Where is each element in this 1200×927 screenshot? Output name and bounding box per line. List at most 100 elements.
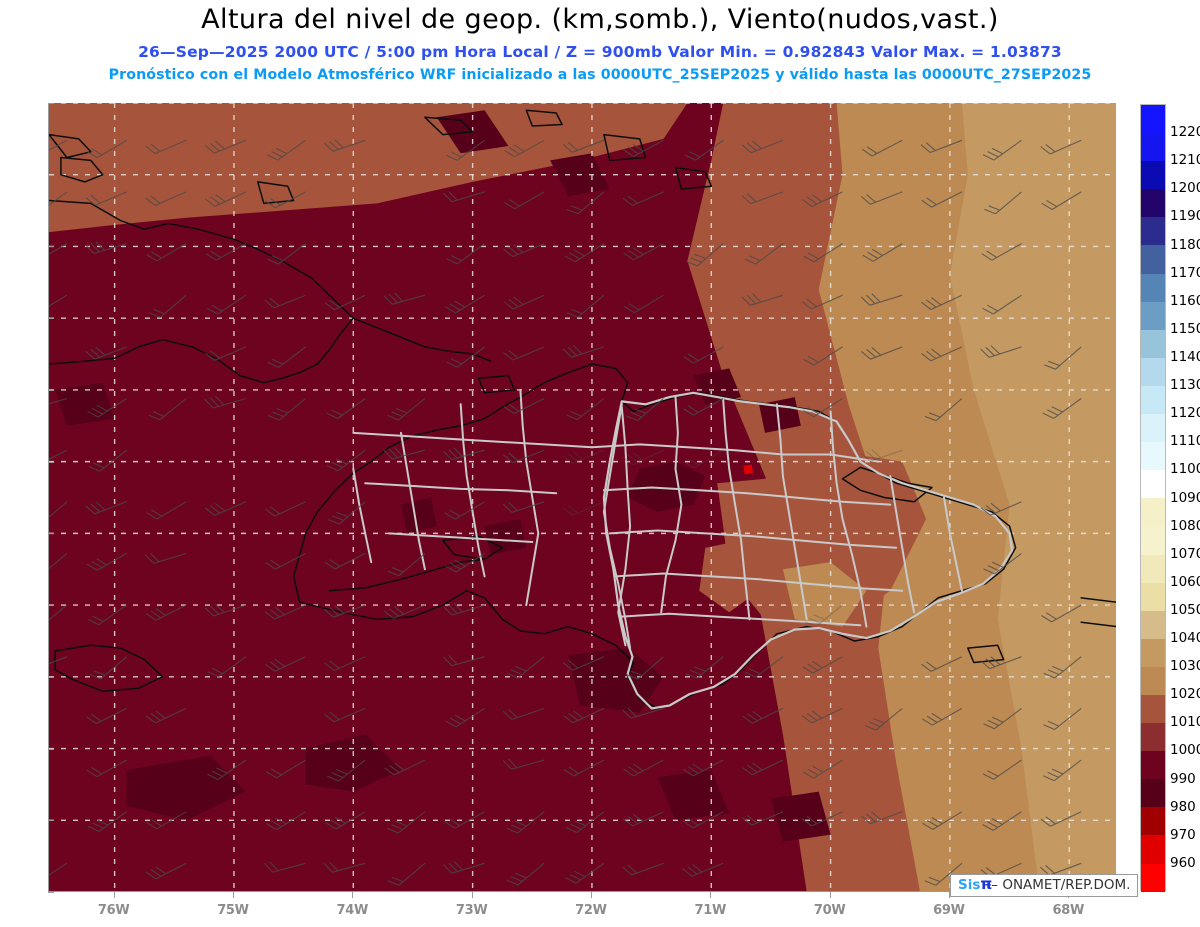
- longitude-tick-mark: [352, 892, 354, 898]
- wind-barb: [207, 656, 247, 678]
- colorbar-swatch[interactable]: [1141, 245, 1165, 274]
- map-plot-area[interactable]: [48, 103, 1116, 892]
- wind-barb: [384, 759, 426, 776]
- colorbar-swatch[interactable]: [1141, 105, 1165, 134]
- colorbar-swatch[interactable]: [1141, 189, 1165, 218]
- logo-separator: –: [991, 877, 999, 893]
- colorbar-swatch[interactable]: [1141, 442, 1165, 471]
- colorbar-swatch[interactable]: [1141, 470, 1165, 499]
- colorbar-swatch[interactable]: [1141, 273, 1165, 302]
- wind-barb: [443, 603, 485, 616]
- wind-barb: [49, 501, 68, 518]
- wind-barb: [205, 191, 247, 207]
- wind-barb: [87, 398, 127, 418]
- colorbar-tick-label: 1020: [1170, 686, 1200, 703]
- colorbar-swatch[interactable]: [1141, 301, 1165, 330]
- colorbar-swatch[interactable]: [1141, 554, 1165, 583]
- wind-barb: [563, 759, 605, 777]
- colorbar-tick-label: 980: [1170, 798, 1196, 815]
- province-border-16: [352, 467, 373, 564]
- colorbar-tick-label: 1030: [1170, 658, 1200, 675]
- coastline-saona: [967, 644, 1005, 664]
- colorbar-tick-label: 1160: [1170, 292, 1200, 309]
- wind-barb: [980, 345, 1022, 358]
- wind-barb: [443, 191, 485, 203]
- longitude-tick-mark: [710, 892, 712, 898]
- wind-barb: [801, 191, 843, 207]
- wind-barb: [982, 759, 1022, 780]
- colorbar-swatch[interactable]: [1141, 385, 1165, 415]
- colorbar-swatch[interactable]: [1141, 723, 1165, 752]
- colorbar-swatch[interactable]: [1141, 694, 1165, 724]
- colorbar-swatch[interactable]: [1141, 863, 1165, 892]
- wind-barb: [387, 398, 426, 421]
- field-patch-dr-central: [699, 540, 759, 613]
- longitude-tick-label: 68W: [1052, 903, 1085, 918]
- wind-barb: [49, 449, 68, 460]
- wind-barb: [983, 707, 1022, 730]
- colorbar-swatch[interactable]: [1141, 526, 1165, 555]
- wind-barb: [741, 139, 784, 154]
- wind-barb: [264, 501, 306, 517]
- wind-barb: [86, 707, 127, 725]
- wind-barb: [861, 811, 903, 825]
- wind-barb: [443, 447, 485, 461]
- colorbar-swatch[interactable]: [1141, 835, 1165, 864]
- field-patch-dr-south: [782, 562, 867, 627]
- wind-barb: [264, 861, 306, 873]
- colorbar-tick-label: 1000: [1170, 742, 1200, 759]
- wind-barb: [49, 243, 68, 255]
- colorbar-tick-label: 960: [1170, 854, 1196, 871]
- wind-barb: [324, 552, 366, 570]
- latitude-tick-mark: [48, 174, 54, 176]
- wind-barb: [742, 707, 784, 724]
- colorbar-swatch[interactable]: [1141, 638, 1165, 667]
- wind-barb: [502, 707, 545, 721]
- colorbar-swatch[interactable]: [1141, 414, 1165, 443]
- coastline-cuba-island-2: [49, 133, 92, 159]
- wind-barb: [205, 243, 247, 261]
- wind-barb: [921, 294, 963, 310]
- longitude-tick-mark: [590, 892, 592, 898]
- wind-barb: [324, 707, 366, 723]
- colorbar-swatch[interactable]: [1141, 666, 1165, 695]
- wind-barb: [49, 397, 68, 405]
- colorbar-swatch[interactable]: [1141, 217, 1165, 246]
- longitude-tick-label: 74W: [336, 903, 369, 918]
- wind-barb: [626, 398, 664, 421]
- wind-barb: [443, 861, 485, 874]
- colorbar-swatch[interactable]: [1141, 582, 1165, 611]
- field-core-low-1: [627, 461, 706, 512]
- colorbar-swatch[interactable]: [1141, 161, 1165, 190]
- colorbar-swatch[interactable]: [1141, 498, 1165, 527]
- colorbar-swatch[interactable]: [1141, 807, 1165, 836]
- colorbar-swatch[interactable]: [1141, 610, 1165, 639]
- longitude-tick-label: 69W: [933, 903, 965, 918]
- wind-barb: [88, 449, 127, 472]
- wind-barb: [861, 139, 903, 157]
- colorbar-tick-label: 1080: [1170, 517, 1200, 534]
- wind-barb: [804, 604, 843, 627]
- field-core-low-13: [401, 497, 437, 534]
- chart-header: Altura del nivel de geop. (km,somb.), Vi…: [0, 0, 1200, 95]
- colorbar-swatch[interactable]: [1141, 779, 1165, 808]
- wind-barb: [1043, 707, 1082, 731]
- wind-barb: [506, 811, 545, 834]
- wind-barb: [1040, 811, 1082, 827]
- longitude-tick-label: 73W: [455, 903, 488, 918]
- wind-barb: [328, 501, 366, 525]
- wind-barb: [86, 759, 127, 778]
- province-border-18: [364, 482, 558, 495]
- colorbar-swatch[interactable]: [1141, 357, 1165, 386]
- colorbar-swatch[interactable]: [1141, 329, 1165, 358]
- wind-barb: [267, 398, 306, 421]
- wind-barb: [862, 243, 903, 262]
- colorbar-swatch[interactable]: [1141, 751, 1165, 780]
- colorbar-swatch[interactable]: [1141, 133, 1165, 162]
- wind-barb: [803, 398, 843, 418]
- colorbar[interactable]: [1140, 104, 1166, 892]
- wind-barb: [980, 656, 1022, 670]
- wind-barb: [565, 811, 605, 834]
- national-border-dominican-republic: [602, 391, 1014, 710]
